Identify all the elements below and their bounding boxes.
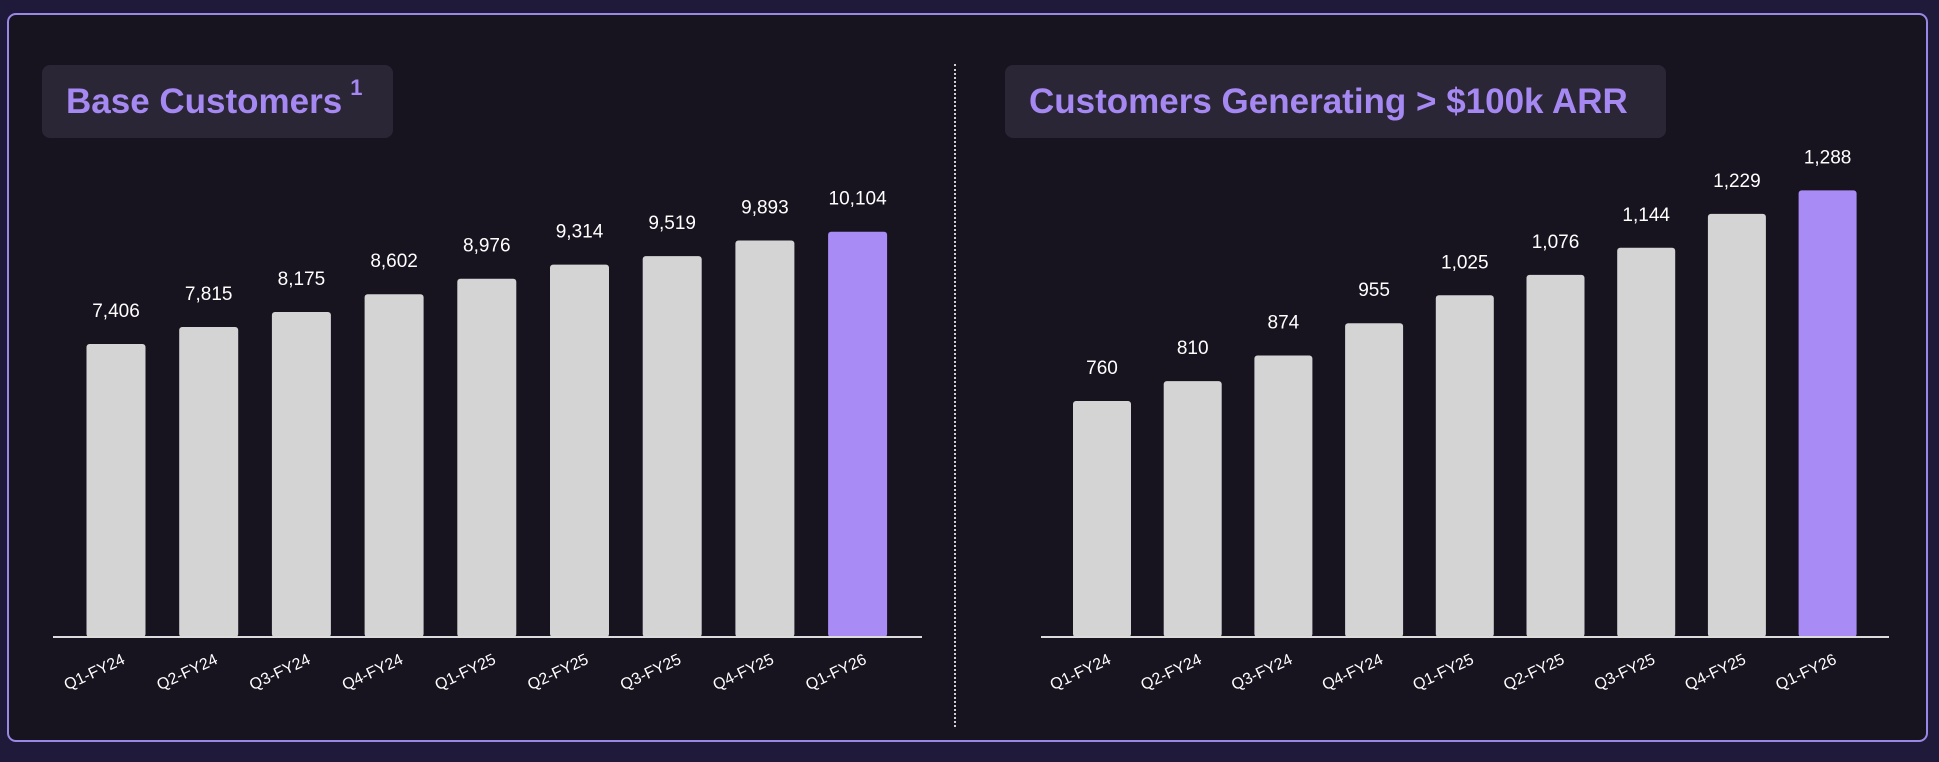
data-label: 1,076 (1532, 232, 1580, 253)
x-tick-label: Q3-FY25 (1592, 651, 1658, 694)
x-tick-label: Q2-FY25 (1501, 651, 1567, 694)
bar-q3-fy24 (1254, 355, 1313, 637)
bar-q1-fy26 (1798, 190, 1857, 637)
x-tick-label: Q4-FY24 (340, 651, 406, 694)
bar-q4-fy25 (735, 240, 795, 637)
bar-q1-fy25 (457, 278, 517, 637)
x-tick-label: Q1-FY24 (1048, 651, 1114, 694)
bar-q3-fy25 (1617, 247, 1676, 638)
chart-title-100k-arr: Customers Generating > $100k ARR (1005, 65, 1666, 138)
x-tick-label: Q2-FY24 (1138, 651, 1204, 694)
x-tick-label: Q1-FY26 (1773, 651, 1839, 694)
bar-q3-fy25 (642, 256, 702, 637)
chart-title-text: Customers Generating > $100k ARR (1029, 81, 1628, 121)
bar-q1-fy26 (828, 231, 888, 637)
data-label: 8,976 (463, 236, 511, 257)
bar-q4-fy24 (364, 294, 424, 637)
bar-q4-fy25 (1707, 213, 1766, 637)
data-label: 8,602 (370, 251, 418, 272)
x-tick-label: Q1-FY24 (62, 651, 128, 694)
data-label: 1,144 (1622, 205, 1670, 226)
data-label: 1,229 (1713, 171, 1761, 192)
title-footnote-marker: 1 (350, 74, 363, 100)
data-label: 7,406 (92, 301, 140, 322)
chart-title-base-customers: Base Customers 1 (42, 65, 393, 138)
data-label: 8,175 (278, 269, 326, 290)
data-label: 10,104 (829, 189, 888, 210)
data-label: 1,288 (1804, 147, 1852, 168)
data-label: 9,314 (556, 222, 604, 243)
arr-100k-customers-chart: 760 Q1-FY24 810 Q2-FY24 874 Q3-FY24 955 Q4-FY24… (1041, 147, 1889, 694)
data-label: 874 (1268, 313, 1300, 334)
x-tick-label: Q2-FY25 (525, 651, 591, 694)
x-tick-label: Q4-FY25 (711, 651, 777, 694)
bar-q2-fy25 (1526, 274, 1585, 637)
x-tick-label: Q1-FY25 (1410, 651, 1476, 694)
bar-q1-fy24 (86, 344, 146, 637)
x-tick-label: Q3-FY25 (618, 651, 684, 694)
x-tick-label: Q1-FY25 (432, 651, 498, 694)
bar-q4-fy24 (1345, 323, 1404, 637)
bar-q2-fy24 (1163, 381, 1222, 637)
data-label: 810 (1177, 338, 1209, 359)
x-tick-label: Q4-FY25 (1683, 651, 1749, 694)
panel-divider (954, 64, 956, 727)
chart-title-text: Base Customers (66, 81, 343, 121)
data-label: 760 (1086, 358, 1118, 379)
data-label: 9,519 (648, 213, 696, 234)
bar-q1-fy25 (1435, 295, 1494, 637)
bar-q3-fy24 (271, 312, 331, 637)
x-tick-label: Q3-FY24 (247, 651, 313, 694)
x-tick-label: Q3-FY24 (1229, 651, 1295, 694)
bar-q2-fy24 (179, 327, 239, 637)
x-tick-label: Q1-FY26 (803, 651, 869, 694)
data-label: 7,815 (185, 284, 233, 305)
data-label: 955 (1358, 280, 1390, 301)
data-label: 9,893 (741, 198, 789, 219)
bar-q1-fy24 (1073, 401, 1131, 637)
x-tick-label: Q2-FY24 (154, 651, 220, 694)
bar-q2-fy25 (550, 264, 609, 637)
x-tick-label: Q4-FY24 (1320, 651, 1386, 694)
data-label: 1,025 (1441, 252, 1489, 273)
base-customers-chart: 7,406 Q1-FY24 7,815 Q2-FY24 8,175 Q3-FY24 8,60… (53, 189, 922, 694)
